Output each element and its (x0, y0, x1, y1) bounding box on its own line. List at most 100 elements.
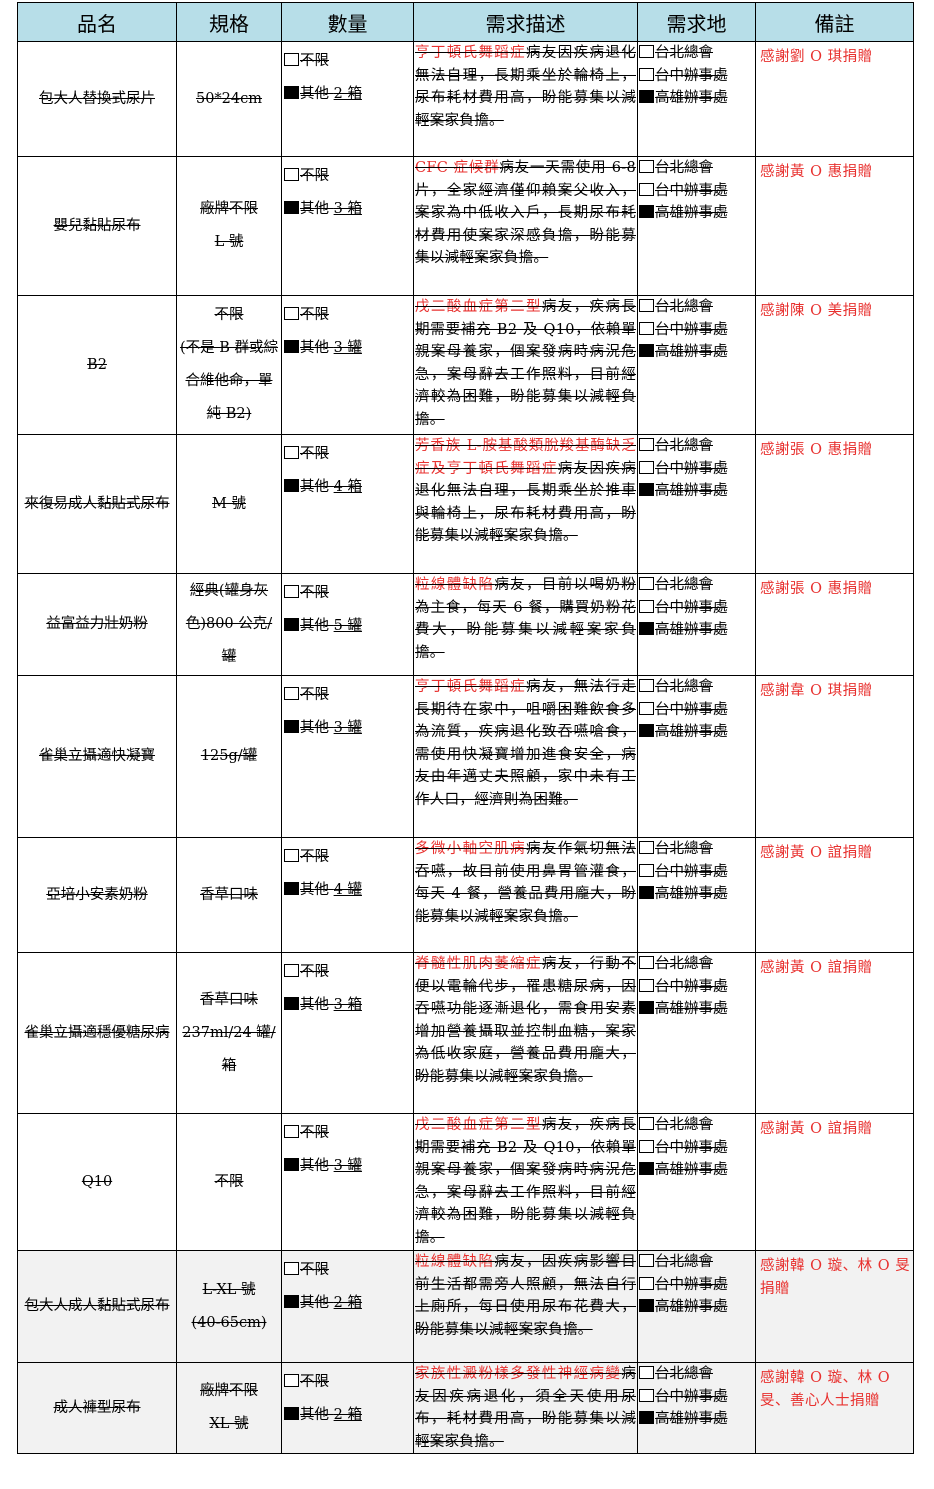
qty-unlimited-option: 不限 (284, 961, 413, 994)
qty-unlimited-label: 不限 (300, 168, 329, 184)
item-location-cell: 台北總會 台中辦事處 高雄辦事處 (637, 675, 756, 838)
location-option: 高雄辦事處 (639, 341, 755, 364)
qty-unlimited-option: 不限 (284, 684, 413, 717)
item-note-cell: 感謝黃 O 惠捐贈 (755, 156, 914, 296)
item-desc: 粒線體缺陷病友，因疾病影響目前生活都需旁人照顧，無法自行上廁所，每日使用尿布花費… (415, 1254, 636, 1338)
qty-unlimited-label: 不限 (300, 849, 329, 865)
item-note-cell: 感謝黃 O 誼捐贈 (755, 837, 914, 953)
item-name-cell: B2 (17, 295, 177, 435)
item-spec-line: 不限 (179, 1166, 279, 1199)
location-option: 台北總會 (639, 435, 755, 458)
item-spec-line: L 號 (179, 226, 279, 259)
qty-amount: 3 罐 (333, 720, 362, 736)
location-label: 高雄辦事處 (655, 1001, 728, 1018)
donor-note: 感謝黃 O 誼捐贈 (760, 1121, 873, 1137)
location-label: 高雄辦事處 (655, 205, 728, 222)
item-location-cell: 台北總會 台中辦事處 高雄辦事處 (637, 573, 756, 676)
item-location-cell: 台北總會 台中辦事處 高雄辦事處 (637, 837, 756, 953)
location-label: 高雄辦事處 (655, 886, 728, 903)
desc-text: 病友，疾病長期需要補充 B2 及 Q10，依賴單親案母養家，個案發病時病況危急，… (415, 299, 636, 428)
item-name-cell: 嬰兒黏貼尿布 (17, 156, 177, 296)
qty-unlimited-option: 不限 (284, 443, 413, 476)
qty-amount: 3 罐 (333, 1158, 362, 1174)
item-spec-line: L-XL 號 (179, 1274, 279, 1307)
unchecked-box-icon (639, 863, 654, 877)
item-note-cell: 感謝張 O 惠捐贈 (755, 434, 914, 574)
qty-other-text: 其他 2 箱 (300, 1407, 362, 1423)
item-spec-line: 廠牌不限 (179, 1375, 279, 1408)
location-option: 台北總會 (639, 953, 755, 976)
table-row: 雀巢立攝適快凝寶 125g/罐 不限 其他 3 罐亨丁頓氏舞蹈症病友，無法行走長期待在… (17, 675, 914, 838)
item-spec: 廠牌不限 (200, 1383, 258, 1400)
checked-box-icon (284, 86, 299, 99)
item-qty-cell: 不限 其他 4 箱 (281, 434, 414, 574)
item-location-cell: 台北總會 台中辦事處 高雄辦事處 (637, 1361, 756, 1455)
desc-text: 病友作氣切無法吞嚥，故目前使用鼻胃管灌食，每天 4 餐，營養品費用龐大，盼能募集… (415, 841, 636, 925)
location-label: 高雄辦事處 (655, 1162, 728, 1179)
qty-other-option: 其他 3 箱 (284, 198, 413, 231)
checked-box-icon (639, 1001, 654, 1015)
disease-name: 戊二酸血症第二型 (415, 299, 542, 315)
item-spec: 廠牌不限 (200, 201, 258, 217)
item-spec-line: 香草口味 (179, 984, 279, 1017)
item-desc: 粒線體缺陷病友，目前以喝奶粉為主食，每天 6 餐，購買奶粉花費大，盼能募集以減輕… (415, 577, 636, 661)
item-name: 嬰兒黏貼尿布 (53, 217, 141, 234)
qty-other-option: 其他 3 罐 (284, 337, 413, 370)
checked-box-icon (284, 201, 299, 214)
item-qty-cell: 不限 其他 3 箱 (281, 952, 414, 1114)
qty-unlimited-label: 不限 (300, 53, 329, 69)
location-option: 高雄辦事處 (639, 721, 755, 744)
unchecked-box-icon (639, 701, 654, 715)
qty-amount: 3 罐 (333, 340, 362, 356)
unchecked-box-icon (284, 1262, 299, 1275)
item-location-cell: 台北總會 台中辦事處 高雄辦事處 (637, 156, 756, 296)
disease-name: 粒線體缺陷 (415, 1254, 495, 1270)
qty-unlimited-option: 不限 (284, 1371, 413, 1404)
item-desc: 多微小軸空肌病病友作氣切無法吞嚥，故目前使用鼻胃管灌食，每天 4 餐，營養品費用… (415, 841, 636, 925)
unchecked-box-icon (284, 1125, 299, 1138)
table-row: 亞培小安素奶粉 香草口味 不限 其他 4 罐多微小軸空肌病病友作氣切無法吞嚥，故目前使… (17, 837, 914, 953)
item-name: 益富益力壯奶粉 (46, 616, 148, 633)
item-desc: 芳香族 L-胺基酸類脫羧基酶缺乏症及亨丁頓氏舞蹈症病友因疾病退化無法自理，長期乘… (415, 438, 636, 544)
donor-note: 感謝張 O 惠捐贈 (760, 442, 873, 458)
header-name: 品名 (17, 2, 177, 42)
donation-table: 品名 規格 數量 需求描述 需求地 備註 包大人替換式尿片 50*24cm 不限 其他… (17, 2, 914, 1455)
header-spec: 規格 (176, 2, 282, 42)
item-spec-cell: 廠牌不限 XL 號 (176, 1361, 282, 1455)
item-desc: 亨丁頓氏舞蹈症病友，無法行走長期待在家中，咀嚼困難飲食多為流質，疾病退化致吞嚥嗆… (415, 679, 636, 808)
item-note-cell: 感謝黃 O 誼捐贈 (755, 1113, 914, 1251)
qty-amount: 3 箱 (333, 201, 362, 217)
unchecked-box-icon (284, 687, 299, 700)
location-label: 高雄辦事處 (655, 90, 728, 107)
desc-text: 病友，因疾病影響目前生活都需旁人照顧，無法自行上廁所，每日使用尿布花費大，盼能募… (415, 1254, 637, 1338)
location-label: 台北總會 (655, 299, 713, 315)
unchecked-box-icon (639, 841, 654, 854)
item-spec-line: 廠牌不限 (179, 193, 279, 226)
checked-box-icon (639, 886, 654, 900)
item-qty-cell: 不限其他 2 箱 (281, 1361, 414, 1455)
donor-note: 感謝韋 O 琪捐贈 (760, 683, 873, 699)
item-spec-line: 125g/罐 (179, 740, 279, 773)
checked-box-icon (284, 720, 299, 733)
unchecked-box-icon (639, 1117, 654, 1130)
item-name: 亞培小安素奶粉 (46, 886, 148, 903)
item-spec-line: 50*24cm (179, 83, 279, 116)
qty-other-label: 其他 (300, 201, 329, 217)
qty-amount: 4 罐 (333, 882, 362, 898)
item-desc: 亨丁頓氏舞蹈症病友因疾病退化無法自理，長期乘坐於輪椅上，尿布耗材費用高，盼能募集… (415, 45, 636, 129)
desc-text: 病友，無法行走長期待在家中，咀嚼困難飲食多為流質，疾病退化致吞嚥嗆食，需使用快凝… (415, 679, 636, 808)
item-desc: 戊二酸血症第二型病友，疾病長期需要補充 B2 及 Q10，依賴單親案母養家，個案… (415, 1117, 636, 1246)
location-label: 台北總會 (655, 1117, 713, 1133)
item-spec: 香草口味 (200, 886, 258, 903)
item-desc-cell: 家族性澱粉樣多發性神經病變病友因疾病退化，須全天使用尿布，耗材費用高，盼能募集以… (413, 1361, 638, 1455)
qty-unlimited-option: 不限 (284, 1122, 413, 1155)
item-location-cell: 台北總會 台中辦事處 高雄辦事處 (637, 952, 756, 1114)
disease-name: 亨丁頓氏舞蹈症 (415, 679, 527, 695)
donor-note: 感謝黃 O 惠捐贈 (760, 164, 873, 180)
disease-name: 亨丁頓氏舞蹈症 (415, 45, 527, 61)
location-option: 台中辦事處 (639, 180, 755, 203)
unchecked-box-icon (639, 1139, 654, 1153)
qty-other-option: 其他 2 箱 (284, 1292, 413, 1325)
item-name-cell: 成人褲型尿布 (17, 1361, 177, 1455)
unchecked-box-icon (639, 321, 654, 335)
